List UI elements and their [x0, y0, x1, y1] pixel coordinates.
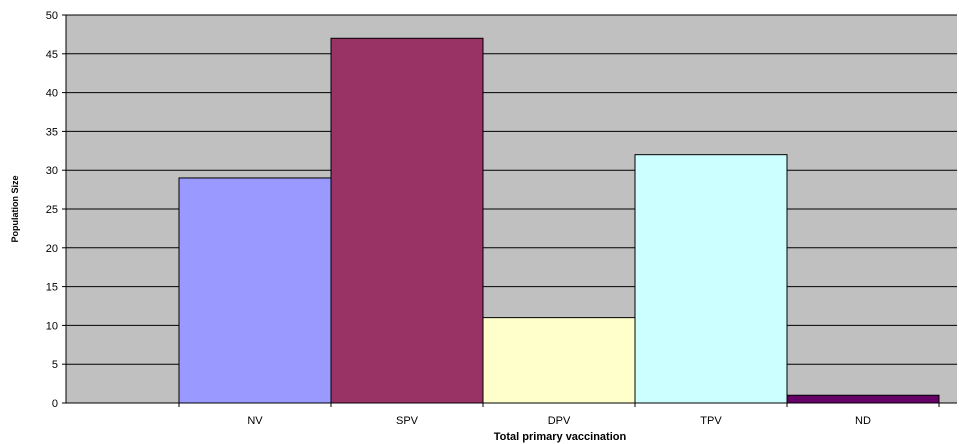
y-tick-label: 35	[46, 126, 58, 138]
x-ticks: NV SPV DPV TPV ND	[178, 403, 940, 427]
x-tick-label: DPV	[548, 415, 571, 427]
bar-tpv	[634, 154, 788, 404]
bar-nd	[786, 394, 940, 404]
x-tick-label: NV	[247, 415, 263, 427]
y-tick-label: 15	[46, 282, 58, 294]
y-axis-title: Population Size	[10, 175, 20, 242]
y-tick-label: 0	[52, 398, 58, 410]
x-tick-label: TPV	[700, 415, 722, 427]
y-tick-label: 30	[46, 165, 58, 177]
y-tick-label: 20	[46, 243, 58, 255]
bars	[178, 37, 940, 404]
y-tick-label: 5	[52, 359, 58, 371]
y-ticks: 0 5 10 15 20 25 30 35 40 45 50	[46, 10, 66, 410]
bar-nv	[178, 177, 332, 404]
y-tick-label: 45	[46, 49, 58, 61]
y-tick-label: 50	[46, 10, 58, 22]
y-tick-label: 10	[46, 320, 58, 332]
bar-dpv	[482, 317, 636, 404]
bar-spv	[330, 37, 484, 404]
x-tick-label: ND	[855, 415, 871, 427]
y-tick-label: 25	[46, 204, 58, 216]
x-axis-title: Total primary vaccination	[494, 431, 627, 443]
x-tick-label: SPV	[396, 415, 419, 427]
y-tick-label: 40	[46, 88, 58, 100]
